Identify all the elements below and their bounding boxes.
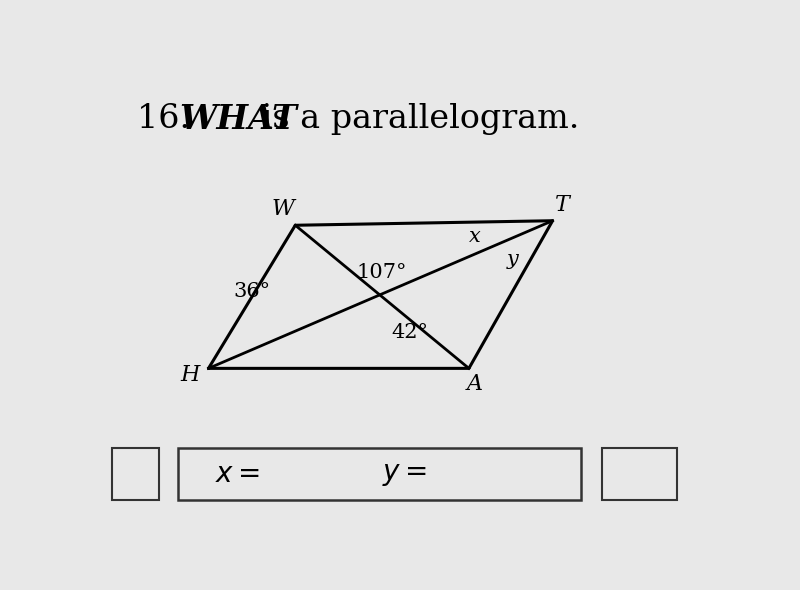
FancyBboxPatch shape (602, 448, 677, 500)
FancyBboxPatch shape (178, 448, 581, 500)
Text: y: y (506, 250, 518, 269)
Text: $\mathit{y}=$: $\mathit{y}=$ (382, 460, 427, 488)
Text: W: W (271, 198, 294, 220)
Text: WHAT: WHAT (179, 103, 298, 136)
Text: H: H (180, 364, 199, 386)
Text: T: T (554, 194, 570, 216)
FancyBboxPatch shape (112, 448, 159, 500)
Text: x: x (470, 227, 481, 246)
Text: is a parallelogram.: is a parallelogram. (250, 103, 579, 135)
Text: A: A (467, 373, 483, 395)
Text: 42°: 42° (391, 323, 429, 342)
Text: 16.: 16. (138, 103, 201, 135)
Text: $\mathit{x}=$: $\mathit{x}=$ (214, 460, 260, 488)
Text: 107°: 107° (357, 264, 407, 283)
Text: 36°: 36° (234, 281, 270, 301)
